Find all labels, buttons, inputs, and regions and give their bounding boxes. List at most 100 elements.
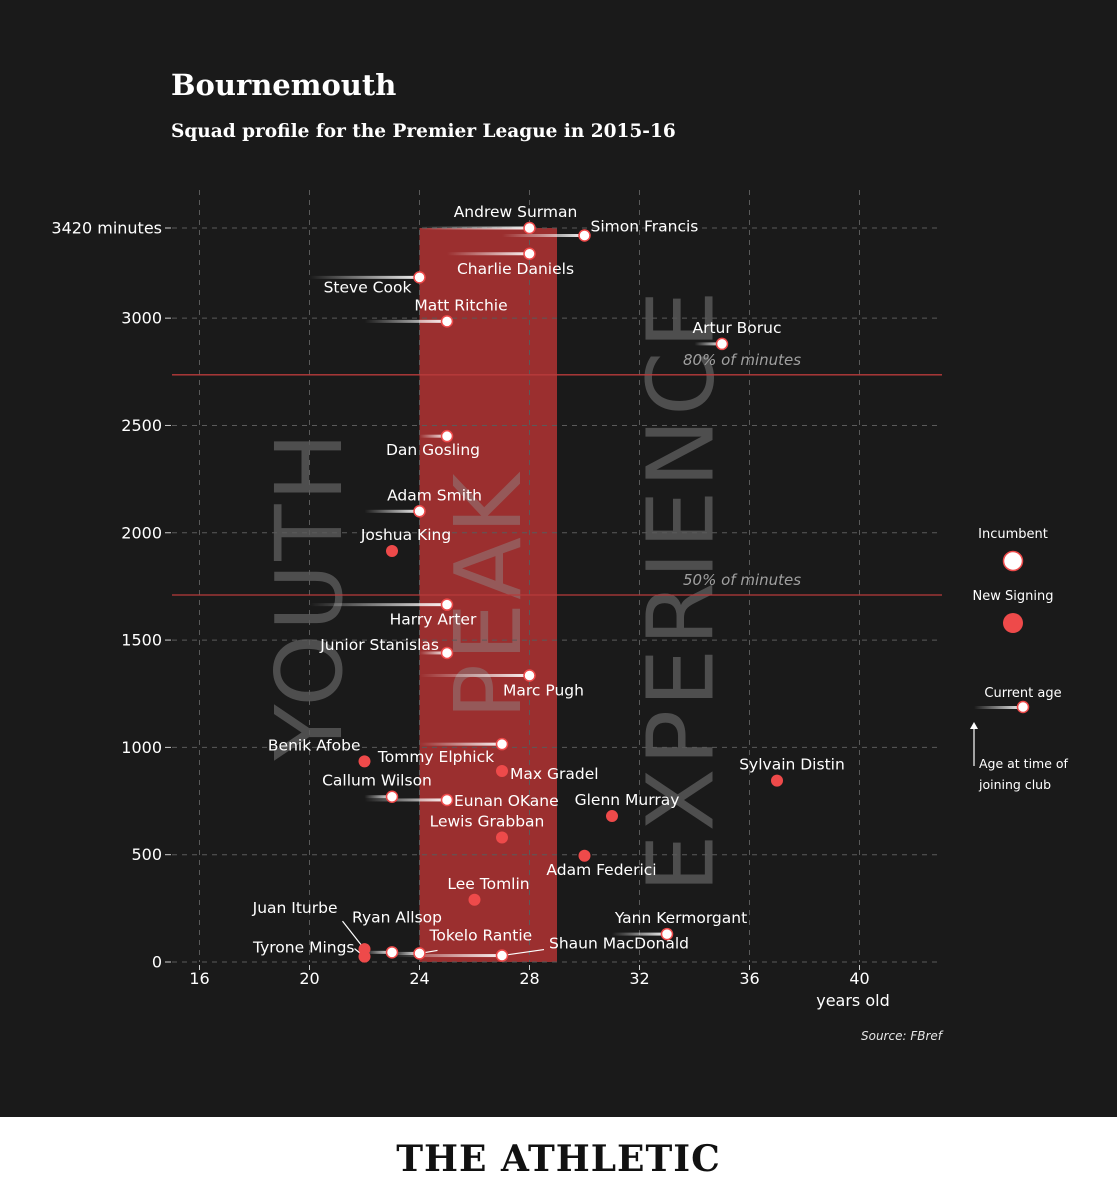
point-adam-smith <box>413 505 426 518</box>
player-label-benik-afobe: Benik Afobe <box>268 736 361 754</box>
point-harry-arter <box>440 598 454 611</box>
player-label-joshua-king: Joshua King <box>360 526 451 544</box>
point-max-gradel <box>496 764 508 777</box>
x-tick-label: 28 <box>519 969 539 988</box>
player-label-eunan-okane: Eunan OKane <box>454 792 559 810</box>
point-eunan-okane <box>440 793 454 807</box>
player-label-yann-kermorgant: Yann Kermorgant <box>614 909 747 927</box>
point-matt-ritchie <box>440 315 454 328</box>
legend-new-signing-marker <box>1003 613 1023 633</box>
point-steve-cook <box>413 271 426 284</box>
age-trail-yann-kermorgant <box>612 932 667 936</box>
point-glenn-murray <box>606 810 618 823</box>
age-trail-artur-boruc <box>694 342 722 346</box>
point-adam-federici <box>578 849 591 862</box>
player-label-juan-iturbe: Juan Iturbe <box>252 899 338 917</box>
legend-incumbent-label: Incumbent <box>978 527 1048 542</box>
point-lee-tomlin <box>468 893 481 906</box>
chart-subtitle: Squad profile for the Premier League in … <box>171 121 676 142</box>
x-tick-label: 36 <box>739 969 759 988</box>
player-label-tokelo-rantie: Tokelo Rantie <box>429 926 533 944</box>
y-tick-label: 500 <box>131 845 162 864</box>
reference-line-label: 80% of minutes <box>683 351 801 369</box>
chart-title: Bournemouth <box>171 68 397 102</box>
player-label-sylvain-distin: Sylvain Distin <box>739 756 845 774</box>
point-dan-gosling <box>440 429 454 443</box>
legend-trail <box>974 706 1023 709</box>
age-trail-callum-wilson <box>364 795 392 799</box>
point-artur-boruc <box>715 337 729 351</box>
legend-new-signing-label: New Signing <box>973 589 1054 604</box>
age-trail-harry-arter <box>309 603 447 607</box>
player-label-lewis-grabban: Lewis Grabban <box>430 813 545 831</box>
age-trail-simon-francis <box>502 234 585 238</box>
player-label-shaun-macdonald: Shaun MacDonald <box>549 935 689 953</box>
age-trail-marc-pugh <box>419 673 530 677</box>
age-trail-tommy-elphick <box>419 742 502 746</box>
point-junior-stanislas <box>440 646 454 660</box>
age-trail-shaun-macdonald <box>392 954 502 958</box>
point-charlie-daniels <box>523 247 536 261</box>
legend-incumbent-marker <box>1002 550 1024 572</box>
y-tick-label: 3420 minutes <box>51 219 162 238</box>
point-benik-afobe <box>358 755 371 768</box>
point-callum-wilson <box>385 790 399 803</box>
age-trail-steve-cook <box>309 275 420 279</box>
player-label-max-gradel: Max Gradel <box>510 765 599 783</box>
player-label-marc-pugh: Marc Pugh <box>503 681 584 699</box>
point-yann-kermorgant <box>660 927 674 941</box>
reference-line-label: 50% of minutes <box>683 571 801 589</box>
age-trail-dan-gosling <box>419 434 447 438</box>
point-ryan-allsop <box>385 946 399 959</box>
legend-current-age-marker <box>1016 700 1030 714</box>
age-trail-charlie-daniels <box>447 252 530 256</box>
footer: THE ATHLETIC <box>0 1117 1117 1200</box>
x-tick-label: 24 <box>409 969 429 988</box>
point-shaun-macdonald <box>495 949 509 962</box>
age-trail-matt-ritchie <box>364 319 447 323</box>
zone-label-experience: EXPERIENCE <box>627 287 734 892</box>
player-label-ryan-allsop: Ryan Allsop <box>352 908 442 926</box>
point-lewis-grabban <box>496 831 508 844</box>
grid-layer <box>172 190 942 963</box>
point-tyrone-mings <box>358 950 371 963</box>
arrow-up-icon <box>970 722 978 729</box>
reference-lines-layer: 80% of minutes 50% of minutes <box>172 351 942 596</box>
player-label-adam-smith: Adam Smith <box>387 486 482 504</box>
age-trail-adam-smith <box>364 509 420 513</box>
player-label-junior-stanislas: Junior Stanislas <box>319 636 439 654</box>
age-trail-andrew-surman <box>419 226 530 230</box>
point-andrew-surman <box>523 221 536 235</box>
player-label-callum-wilson: Callum Wilson <box>322 772 432 790</box>
x-tick-label: 16 <box>189 969 209 988</box>
point-tommy-elphick <box>495 737 509 751</box>
point-marc-pugh <box>523 669 536 682</box>
points-layer <box>358 221 783 963</box>
x-tick-label: 40 <box>849 969 869 988</box>
player-label-tyrone-mings: Tyrone Mings <box>252 939 354 957</box>
x-tick-label: 32 <box>629 969 649 988</box>
player-labels-layer: Andrew Surman Simon Francis Charlie Daniel… <box>252 203 845 957</box>
x-axis-label: years old <box>816 991 890 1010</box>
player-label-lee-tomlin: Lee Tomlin <box>447 875 529 893</box>
axes-layer: 0 500 1000 1500 2000 2500 3000 3420 minutes 16 20… <box>51 219 889 1011</box>
y-tick-label: 1000 <box>121 738 162 757</box>
y-tick-label: 0 <box>152 953 162 972</box>
player-label-glenn-murray: Glenn Murray <box>575 791 680 809</box>
age-trail-junior-stanislas <box>419 651 447 655</box>
source-note: Source: FBref <box>860 1029 942 1043</box>
chart-area: Bournemouth Squad profile for the Premie… <box>51 68 1069 1043</box>
x-tick-label: 20 <box>299 969 319 988</box>
y-tick-label: 3000 <box>121 309 162 328</box>
point-joshua-king <box>386 545 398 558</box>
player-label-artur-boruc: Artur Boruc <box>692 319 781 337</box>
player-label-adam-federici: Adam Federici <box>546 861 656 879</box>
age-trail-eunan-okane <box>364 798 447 802</box>
legend: Incumbent New Signing Current age Age at ti… <box>970 527 1069 792</box>
age-trail-tokelo-rantie <box>392 951 420 955</box>
legend-age-joined-label: Age at time of joining club <box>978 756 1069 792</box>
legend-current-age-label: Current age <box>984 686 1061 701</box>
player-label-simon-francis: Simon Francis <box>591 218 699 236</box>
player-label-steve-cook: Steve Cook <box>324 278 412 296</box>
